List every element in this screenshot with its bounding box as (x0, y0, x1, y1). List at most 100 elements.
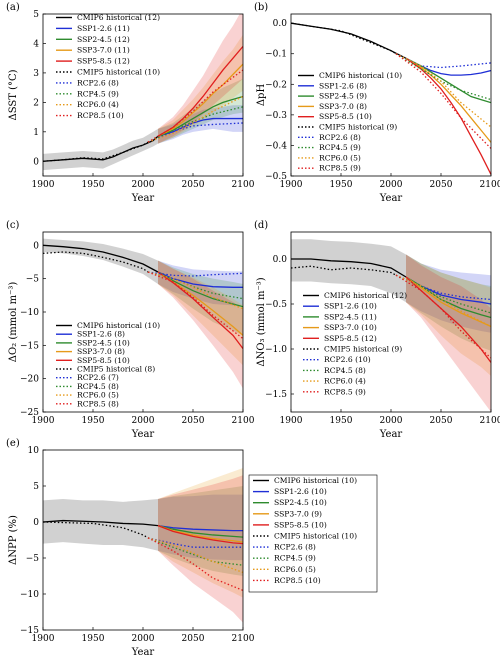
uncertainty-band (43, 498, 158, 551)
x-tick-label: 2100 (232, 416, 255, 426)
series-line (157, 271, 243, 350)
legend-label: SSP3-7.0 (9) (274, 509, 322, 518)
legend-label: SSP5-8.5 (12) (324, 334, 377, 343)
y-tick-label: −0.3 (265, 111, 287, 121)
legend-label: RCP8.5 (8) (77, 399, 119, 408)
legend-label: CMIP6 historical (12) (324, 291, 407, 300)
x-tick-label: 2000 (132, 416, 155, 426)
x-axis-label: Year (131, 647, 155, 658)
uncertainty-band (291, 239, 406, 303)
legend-label: SSP5-8.5 (10) (77, 356, 130, 365)
legend-label: SSP5-8.5 (12) (77, 57, 130, 66)
uncertainty-band (43, 128, 158, 171)
x-tick-label: 2100 (480, 416, 500, 426)
plot-area (43, 468, 243, 623)
series-line (405, 57, 491, 104)
series-line (157, 524, 243, 545)
y-tick-label: −10 (20, 308, 39, 318)
series-line (43, 519, 159, 527)
series-line (43, 251, 149, 273)
y-axis-label: ΔSST (°C) (8, 69, 19, 120)
y-tick-label: −0.4 (265, 141, 287, 151)
legend-label: SSP2-4.5 (10) (274, 498, 327, 507)
legend-label: SSP2-4.5 (11) (324, 312, 377, 321)
legend-label: RCP2.6 (10) (324, 355, 371, 364)
legend-label: SSP3-7.0 (10) (324, 323, 377, 332)
plot-area (43, 238, 243, 389)
x-tick-label: 2100 (232, 634, 255, 644)
x-axis-label: Year (131, 429, 155, 440)
x-tick-label: 1900 (280, 180, 303, 190)
series-line (43, 244, 159, 273)
x-tick-label: 1900 (32, 180, 55, 190)
y-tick-label: 2 (33, 98, 39, 108)
legend-label: RCP2.6 (7) (77, 373, 119, 382)
x-axis-label: Year (131, 193, 155, 204)
legend-label: SSP1-2.6 (10) (324, 302, 377, 311)
x-tick-label: 1900 (32, 634, 55, 644)
y-tick-label: 3 (33, 69, 39, 79)
panel-label: (b) (254, 2, 268, 13)
series-line (147, 122, 243, 143)
uncertainty-band (158, 14, 243, 144)
series-line (291, 22, 407, 59)
y-tick-label: 0 (33, 518, 39, 528)
legend-label: RCP8.5 (9) (324, 387, 366, 396)
legend-label: SSP2-4.5 (12) (77, 35, 130, 44)
y-tick-label: −0.5 (265, 172, 287, 182)
legend: CMIP6 historical (12) SSP1-2.6 (10)SSP2-4… (303, 291, 407, 396)
y-tick-label: −10 (20, 590, 39, 600)
series-line (405, 276, 491, 328)
y-tick-label: −15 (20, 341, 39, 351)
series-line (147, 537, 243, 592)
legend-label: CMIP6 historical (10) (319, 71, 402, 80)
uncertainty-band (158, 475, 243, 623)
x-tick-label: 2100 (480, 180, 500, 190)
series-line (291, 22, 397, 55)
x-tick-label: 2100 (232, 180, 255, 190)
panel-4: 1900 1950 2000 2050 2100 −1.5 −1.0 −0.5 0.0 Year Δ… (254, 220, 500, 440)
series-line (147, 69, 243, 143)
legend-label: CMIP6 historical (10) (77, 321, 160, 330)
legend-label: SSP3-7.0 (8) (319, 102, 367, 111)
uncertainty-band (158, 260, 243, 306)
y-tick-label: −5 (26, 554, 40, 564)
legend-label: RCP6.0 (5) (319, 153, 361, 162)
legend-label: CMIP5 historical (10) (77, 68, 160, 77)
y-tick-label: 4 (33, 39, 39, 49)
y-tick-label: 0.0 (273, 19, 288, 29)
legend-label: SSP1-2.6 (11) (77, 24, 130, 33)
legend-label: RCP6.0 (5) (274, 565, 316, 574)
plot-area (291, 239, 491, 412)
y-axis-label: ΔO₂ (mmol m⁻³) (8, 282, 19, 363)
series-line (395, 274, 491, 328)
series-line (157, 95, 243, 137)
series-line (147, 95, 243, 143)
x-tick-label: 1950 (330, 180, 353, 190)
legend: CMIP6 historical (12) SSP1-2.6 (11) SSP2-4… (56, 13, 160, 120)
x-tick-label: 2050 (182, 180, 205, 190)
x-tick-label: 1950 (82, 416, 105, 426)
x-tick-label: 2000 (132, 634, 155, 644)
y-tick-label: 0.0 (273, 255, 288, 265)
legend-label: CMIP5 historical (8) (77, 365, 155, 374)
x-tick-label: 1950 (82, 180, 105, 190)
uncertainty-band (158, 260, 243, 389)
legend-label: RCP4.5 (9) (274, 554, 316, 563)
series-line (395, 53, 491, 128)
legend-label: RCP4.5 (8) (77, 382, 119, 391)
series-line (395, 274, 491, 314)
x-axis-label: Year (379, 429, 403, 440)
x-tick-label: 2050 (430, 416, 453, 426)
legend-box (248, 474, 378, 593)
legend-label: RCP4.5 (9) (319, 143, 361, 152)
y-tick-label: 0 (33, 157, 39, 167)
series-line (291, 258, 407, 278)
legend-label: RCP6.0 (4) (77, 100, 119, 109)
y-axis-label: ΔNO₃ (mmol m⁻³) (256, 277, 267, 366)
y-tick-label: 0 (33, 241, 39, 251)
y-tick-label: −20 (20, 375, 39, 385)
series-line (43, 141, 149, 162)
series-line (395, 274, 491, 301)
